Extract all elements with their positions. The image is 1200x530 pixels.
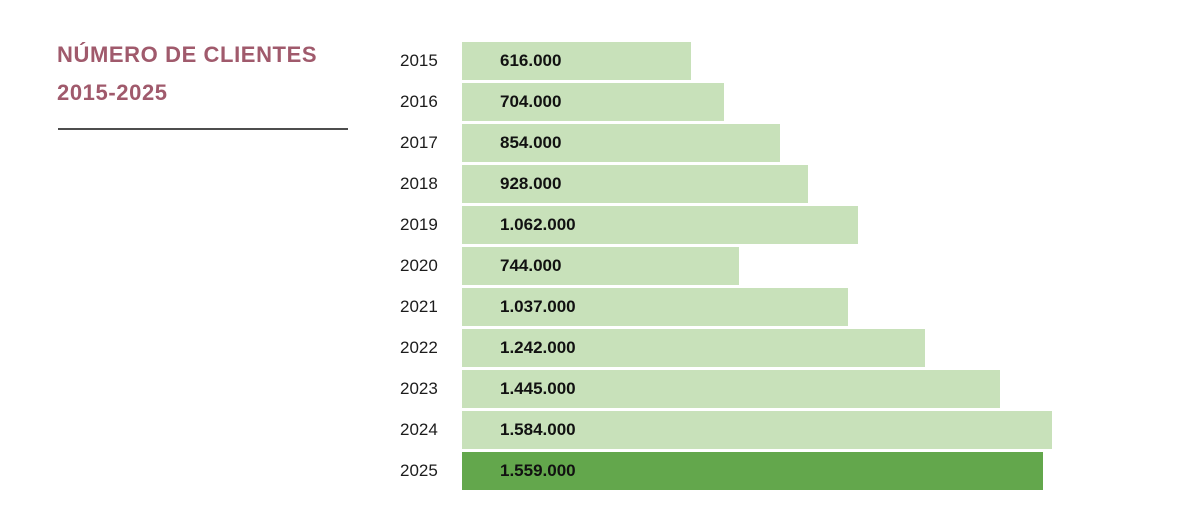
bar-track: 616.000 <box>462 42 1052 80</box>
year-label: 2016 <box>400 92 438 111</box>
bar: 616.000 <box>462 42 692 80</box>
chart-title-line2: 2015-2025 <box>57 80 168 105</box>
bar-track: 1.037.000 <box>462 288 1052 326</box>
bar-track: 704.000 <box>462 83 1052 121</box>
title-underline <box>58 128 348 130</box>
year-label: 2024 <box>400 420 438 439</box>
year-label: 2015 <box>400 51 438 70</box>
value-label: 1.445.000 <box>500 379 576 398</box>
year-label: 2025 <box>400 461 438 480</box>
year-label: 2019 <box>400 215 438 234</box>
bar-track: 1.062.000 <box>462 206 1052 244</box>
value-label: 1.037.000 <box>500 297 576 316</box>
bar-track: 1.445.000 <box>462 370 1052 408</box>
chart-row: 2025 1.559.000 <box>400 452 1100 490</box>
chart-row: 2021 1.037.000 <box>400 288 1100 326</box>
value-label: 704.000 <box>500 92 562 111</box>
year-label: 2022 <box>400 338 438 357</box>
year-label: 2017 <box>400 133 438 152</box>
bar: 1.584.000 <box>462 411 1052 449</box>
chart-row: 2023 1.445.000 <box>400 370 1100 408</box>
bar: 744.000 <box>462 247 740 285</box>
value-label: 616.000 <box>500 51 562 70</box>
bar: 1.242.000 <box>462 329 925 367</box>
bar-track: 1.242.000 <box>462 329 1052 367</box>
chart-row: 2018 928.000 <box>400 165 1100 203</box>
bar-track: 1.584.000 <box>462 411 1052 449</box>
value-label: 1.242.000 <box>500 338 576 357</box>
year-label: 2020 <box>400 256 438 275</box>
value-label: 1.584.000 <box>500 420 576 439</box>
chart-row: 2017 854.000 <box>400 124 1100 162</box>
chart-title-block: NÚMERO DE CLIENTES 2015-2025 <box>57 36 349 138</box>
value-label: 854.000 <box>500 133 562 152</box>
chart-title-line1: NÚMERO DE CLIENTES <box>57 42 318 67</box>
bar-track: 928.000 <box>462 165 1052 203</box>
bar: 1.037.000 <box>462 288 849 326</box>
bar-track: 854.000 <box>462 124 1052 162</box>
chart-row: 2024 1.584.000 <box>400 411 1100 449</box>
bar: 1.062.000 <box>462 206 858 244</box>
value-label: 1.062.000 <box>500 215 576 234</box>
bar-track: 744.000 <box>462 247 1052 285</box>
bar-track: 1.559.000 <box>462 452 1052 490</box>
value-label: 1.559.000 <box>500 461 576 480</box>
year-label: 2023 <box>400 379 438 398</box>
bar-chart: 2015 616.000 2016 704.000 2017 854.000 2018 928… <box>400 42 1100 493</box>
chart-row: 2020 744.000 <box>400 247 1100 285</box>
bar: 704.000 <box>462 83 725 121</box>
bar: 1.559.000 <box>462 452 1043 490</box>
year-label: 2021 <box>400 297 438 316</box>
value-label: 744.000 <box>500 256 562 275</box>
bar: 928.000 <box>462 165 808 203</box>
value-label: 928.000 <box>500 174 562 193</box>
bar: 1.445.000 <box>462 370 1001 408</box>
year-label: 2018 <box>400 174 438 193</box>
bar: 854.000 <box>462 124 781 162</box>
chart-row: 2019 1.062.000 <box>400 206 1100 244</box>
chart-row: 2016 704.000 <box>400 83 1100 121</box>
chart-row: 2015 616.000 <box>400 42 1100 80</box>
chart-row: 2022 1.242.000 <box>400 329 1100 367</box>
